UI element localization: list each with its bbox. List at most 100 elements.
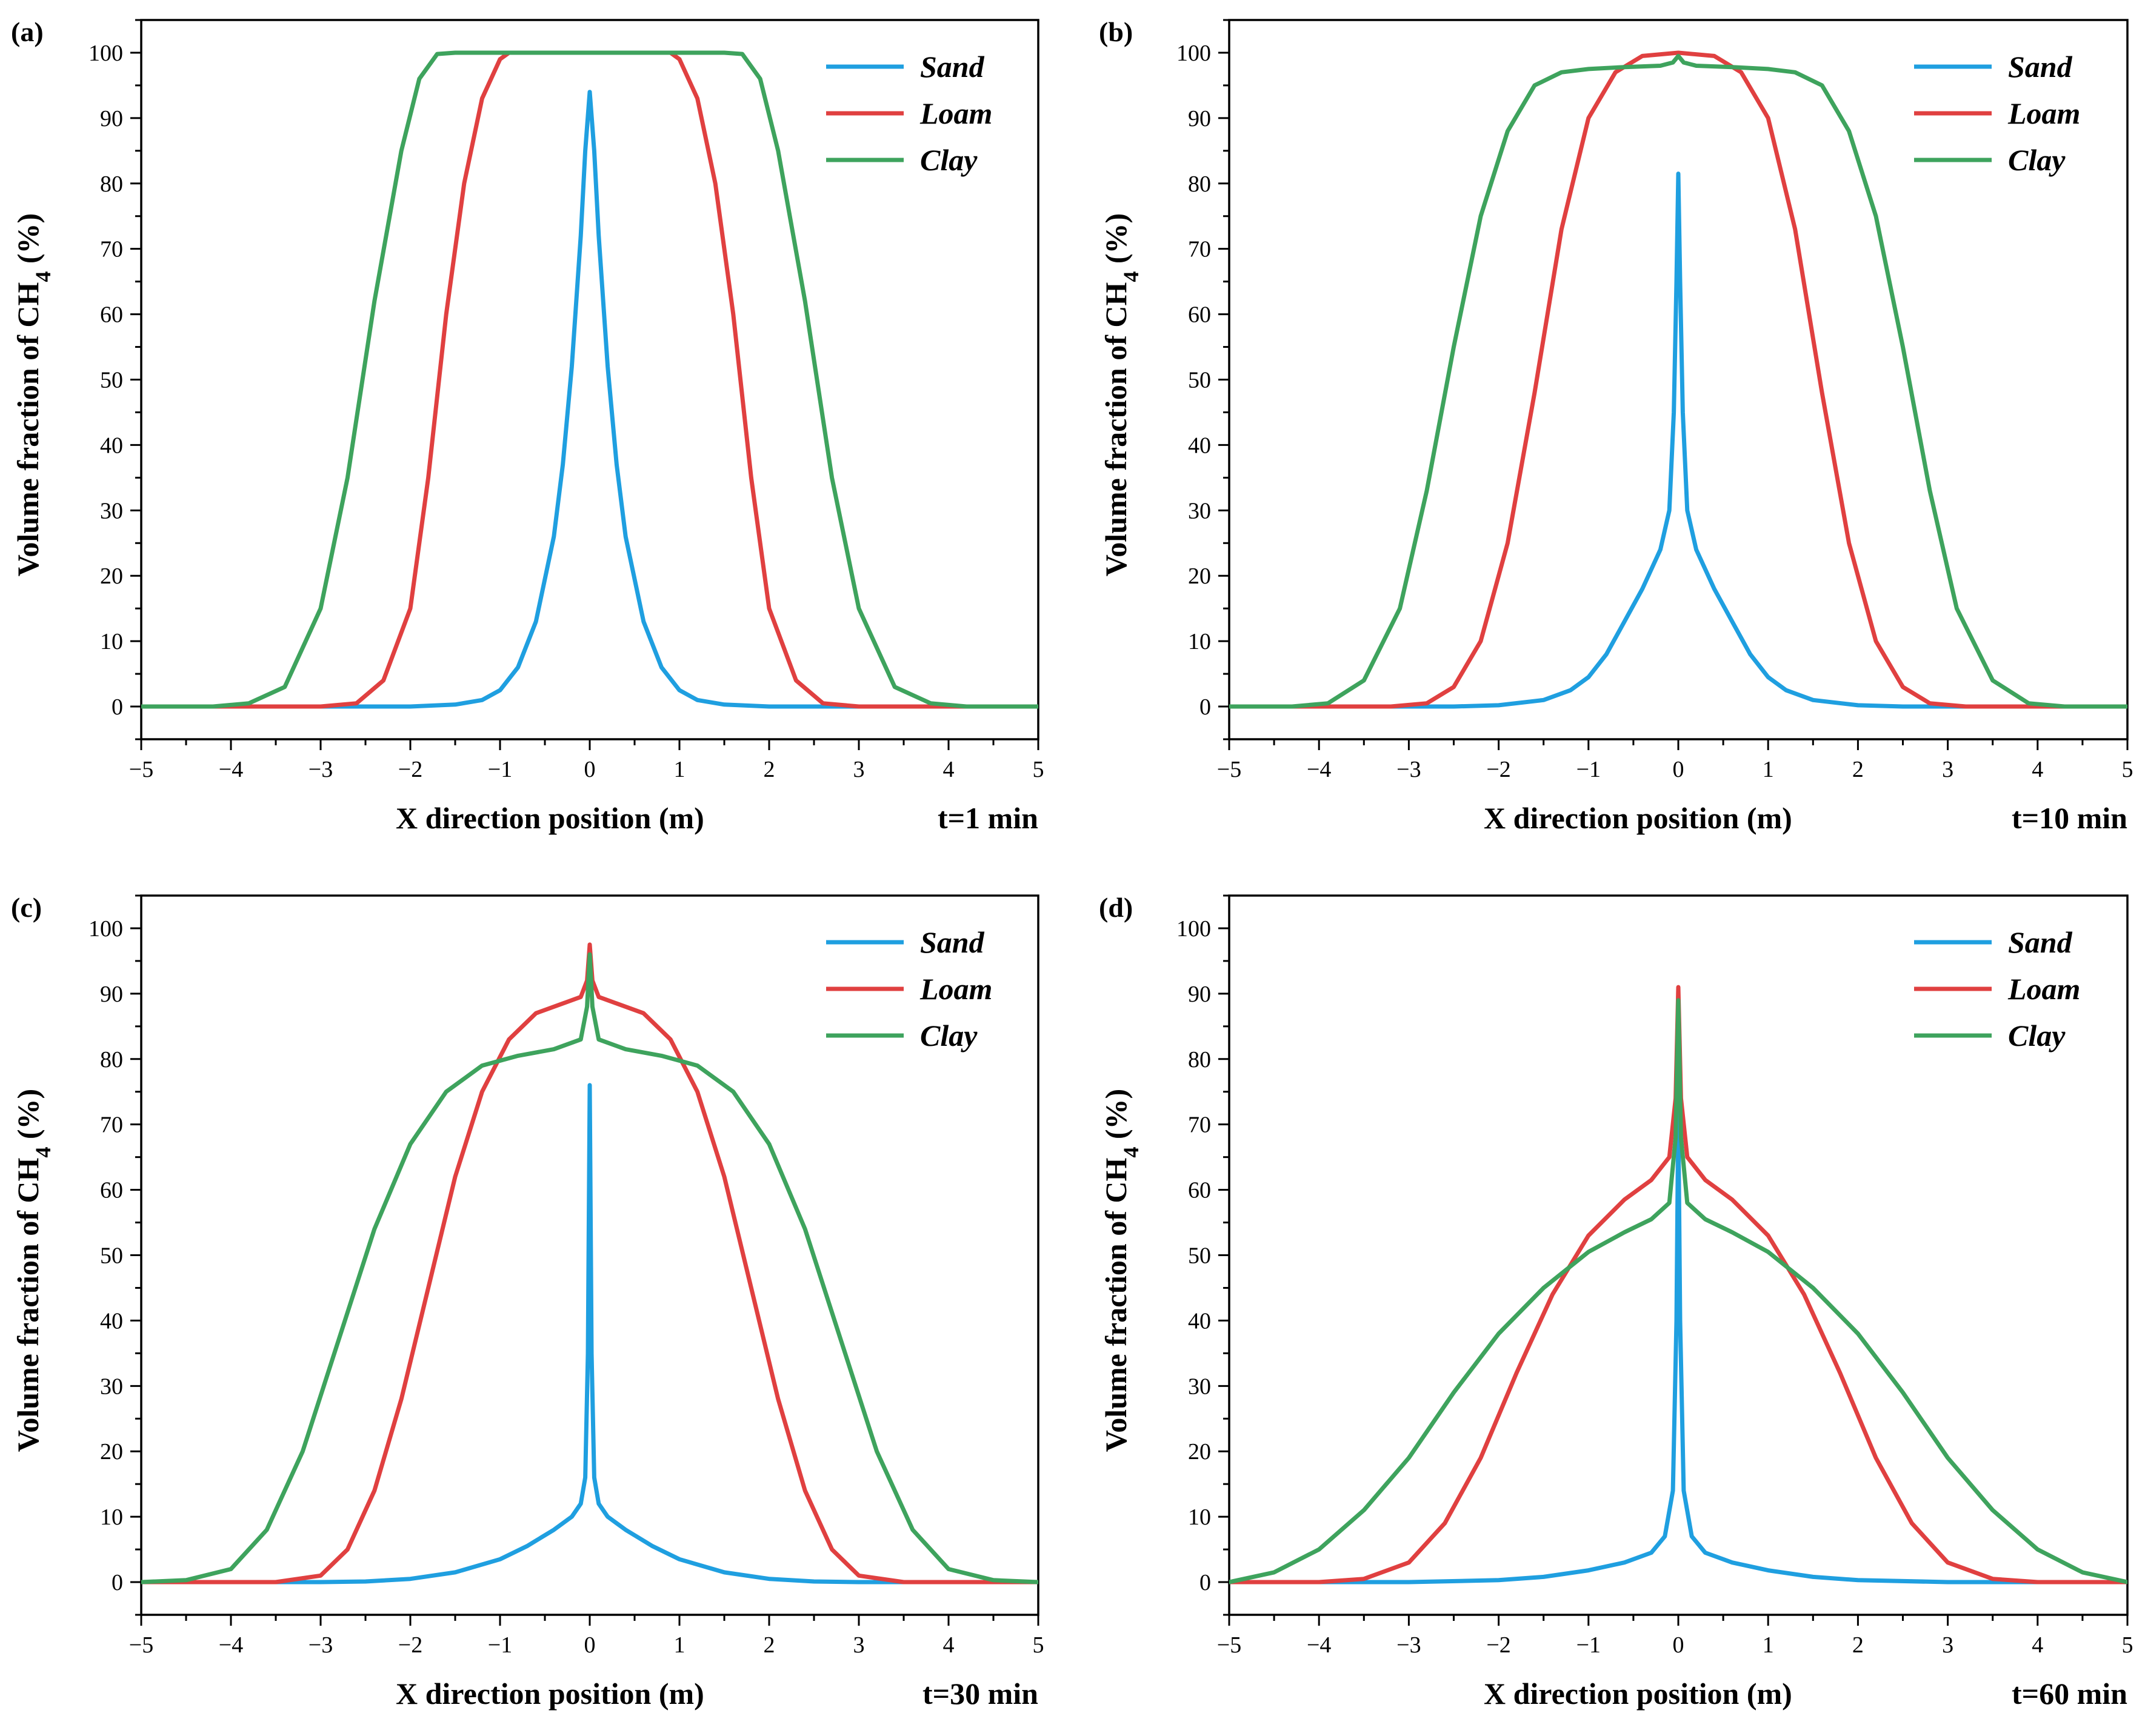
y-axis-title-unit: (%) (11, 1089, 45, 1147)
y-tick-label: 80 (100, 171, 123, 197)
series-line-loam (141, 942, 1038, 1585)
series-line-clay (1229, 53, 2127, 709)
y-axis-title-main: Volume fraction of CH (1099, 282, 1133, 577)
y-tick-label: 20 (100, 1439, 123, 1465)
x-tick-label: 5 (2122, 757, 2133, 782)
x-tick-label: −2 (1486, 1632, 1510, 1658)
x-tick-label: 1 (674, 757, 686, 782)
x-tick-label: 1 (1763, 757, 1774, 782)
y-tick-label: 100 (88, 41, 123, 66)
x-tick-label: −1 (488, 1632, 512, 1658)
x-tick-label: 3 (853, 1632, 865, 1658)
y-tick-label: 0 (1199, 1570, 1211, 1595)
y-tick-label: 100 (1176, 916, 1211, 942)
x-tick-label: −5 (129, 757, 153, 782)
y-tick-label: 60 (1188, 302, 1211, 328)
x-tick-label: 2 (764, 757, 775, 782)
x-tick-label: 2 (1852, 1632, 1864, 1658)
y-tick-label: 70 (100, 237, 123, 262)
y-axis-title: Volume fraction of CH4 (%) (1099, 213, 1143, 576)
y-tick-label: 70 (1188, 1112, 1211, 1138)
y-tick-label: 20 (1188, 564, 1211, 589)
x-axis-title: X direction position (m) (1484, 1677, 1792, 1711)
x-tick-label: −4 (219, 757, 243, 782)
x-axis-title: X direction position (m) (1484, 801, 1792, 835)
series-line-clay (141, 952, 1038, 1585)
y-tick-label: 40 (1188, 433, 1211, 458)
y-axis-title-subscript: 4 (1119, 271, 1143, 282)
y-tick-label: 10 (100, 629, 123, 654)
x-tick-label: 4 (2032, 757, 2043, 782)
x-tick-label: −3 (1396, 757, 1421, 782)
y-tick-label: 20 (1188, 1439, 1211, 1465)
series-line-clay (1229, 998, 2127, 1585)
y-tick-label: 100 (1176, 41, 1211, 66)
y-tick-label: 0 (112, 1570, 123, 1595)
y-tick-label: 30 (100, 1374, 123, 1399)
plot-frame (140, 19, 1039, 740)
y-tick-label: 0 (112, 694, 123, 720)
y-tick-label: 50 (100, 368, 123, 393)
series-line-clay (141, 50, 1038, 709)
time-label: t=60 min (2012, 1677, 2127, 1711)
y-tick-label: 70 (100, 1112, 123, 1138)
legend-label-sand: Sand (2008, 50, 2073, 84)
x-tick-label: −5 (129, 1632, 153, 1658)
x-tick-label: −5 (1217, 1632, 1241, 1658)
time-label: t=30 min (922, 1677, 1038, 1711)
panel-label: (c) (11, 892, 42, 923)
y-tick-label: 80 (1188, 1047, 1211, 1073)
y-axis-title-main: Volume fraction of CH (11, 282, 45, 577)
y-tick-label: 50 (1188, 368, 1211, 393)
y-tick-label: 90 (100, 106, 123, 131)
y-tick-label: 70 (1188, 237, 1211, 262)
x-tick-label: 5 (1033, 757, 1044, 782)
y-tick-label: 100 (88, 916, 123, 942)
series-line-loam (1229, 985, 2127, 1585)
x-tick-label: 0 (1673, 1632, 1684, 1658)
y-tick-label: 60 (100, 1178, 123, 1203)
y-axis-title: Volume fraction of CH4 (%) (11, 213, 55, 576)
x-tick-label: 5 (2122, 1632, 2133, 1658)
x-tick-label: −4 (219, 1632, 243, 1658)
panel-label: (b) (1099, 16, 1133, 47)
legend-label-loam: Loam (2007, 96, 2080, 130)
x-tick-label: −2 (1486, 757, 1510, 782)
series-line-sand (141, 1083, 1038, 1585)
y-tick-label: 30 (1188, 1374, 1211, 1399)
x-tick-label: −1 (1576, 1632, 1601, 1658)
x-tick-label: 1 (674, 1632, 686, 1658)
series-line-loam (1229, 50, 2127, 709)
y-tick-label: 60 (1188, 1178, 1211, 1203)
y-tick-label: 10 (1188, 1505, 1211, 1530)
y-tick-label: 80 (1188, 171, 1211, 197)
y-tick-label: 40 (100, 1308, 123, 1334)
x-tick-label: −4 (1307, 757, 1331, 782)
x-tick-label: −3 (1396, 1632, 1421, 1658)
panel-label: (a) (11, 16, 44, 47)
y-tick-label: 50 (1188, 1243, 1211, 1269)
x-tick-label: −4 (1307, 1632, 1331, 1658)
x-tick-label: 4 (2032, 1632, 2043, 1658)
y-tick-label: 90 (1188, 982, 1211, 1007)
time-label: t=1 min (938, 801, 1038, 835)
x-tick-label: 2 (764, 1632, 775, 1658)
x-tick-label: 3 (853, 757, 865, 782)
y-axis-title-unit: (%) (11, 213, 45, 271)
y-tick-label: 30 (1188, 498, 1211, 524)
x-tick-label: 1 (1763, 1632, 1774, 1658)
y-tick-label: 20 (100, 564, 123, 589)
series-line-sand (141, 90, 1038, 709)
x-tick-label: −1 (1576, 757, 1601, 782)
x-axis-title: X direction position (m) (396, 1677, 704, 1711)
y-tick-label: 60 (100, 302, 123, 328)
y-axis-title-unit: (%) (1099, 213, 1133, 271)
y-tick-label: 50 (100, 1243, 123, 1269)
x-tick-label: −3 (309, 1632, 333, 1658)
x-axis-title: X direction position (m) (396, 801, 704, 835)
y-axis-title-main: Volume fraction of CH (1099, 1158, 1133, 1452)
